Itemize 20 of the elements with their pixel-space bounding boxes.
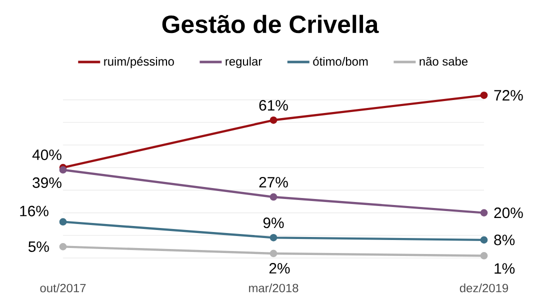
data-label: 2%	[269, 262, 290, 274]
data-label: 39%	[32, 177, 62, 188]
data-label: 1%	[494, 263, 515, 274]
x-tick-label: mar/2018	[249, 284, 298, 292]
data-label: 8%	[494, 234, 515, 246]
x-tick-label: out/2017	[40, 284, 86, 292]
legend-label: não sabe	[420, 56, 468, 66]
data-label: 40%	[32, 150, 62, 160]
chart-title: Gestão de Crivella	[162, 14, 379, 34]
data-label: 27%	[259, 176, 288, 188]
legend-label: ruim/péssimo	[104, 56, 174, 68]
data-label: 72%	[494, 90, 523, 101]
x-tick-label: dez/2019	[460, 284, 508, 292]
data-label: 16%	[20, 206, 48, 216]
data-label: 20%	[494, 208, 523, 218]
legend-label: regular	[226, 56, 262, 68]
data-label: 9%	[263, 218, 284, 228]
legend-label: ótimo/bom	[313, 56, 368, 66]
data-label: 61%	[259, 100, 288, 111]
data-label: 5%	[28, 241, 49, 252]
